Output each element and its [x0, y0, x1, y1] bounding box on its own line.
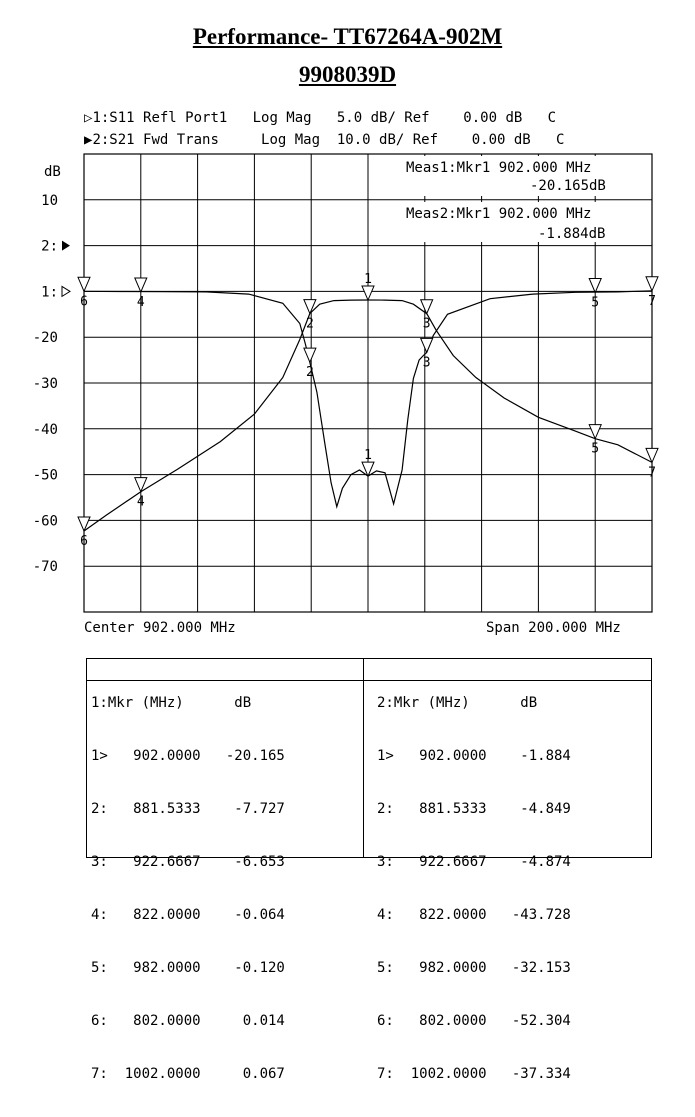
table-row: 6: 802.0000 -52.304 [377, 1013, 571, 1029]
y-tick-label: -50 [33, 468, 58, 484]
marker-1-s11-label: 1 [364, 448, 372, 463]
marker-2-s21-label: 2 [306, 317, 314, 332]
marker-7-s21-label: 7 [648, 465, 656, 480]
table-row: 6: 802.0000 0.014 [91, 1013, 285, 1029]
ref-arrow-1-icon [61, 285, 71, 298]
marker-2-s11-icon [303, 347, 317, 364]
table-row: 5: 982.0000 -0.120 [91, 960, 285, 976]
series-line-2 [83, 299, 653, 532]
marker-5-s11-label: 5 [591, 295, 599, 310]
marker-6-s21-icon [77, 516, 91, 533]
meas2-line1: Meas2:Mkr1 902.000 MHz [406, 206, 591, 222]
table-row: 3: 922.6667 -4.874 [377, 854, 571, 870]
table-header: 2:Mkr (MHz) dB [377, 695, 538, 711]
table-row: 5: 982.0000 -32.153 [377, 960, 571, 976]
marker-6-s21-label: 6 [80, 534, 88, 549]
y-tick-label: 1: [41, 284, 58, 300]
meas2-line2: -1.884dB [538, 226, 605, 242]
y-tick-label: -60 [33, 513, 58, 529]
table-header: 1:Mkr (MHz) dB [91, 695, 252, 711]
y-tick-label: -30 [33, 376, 58, 392]
marker-1-s21-label: 1 [364, 272, 372, 287]
marker-table: 1:Mkr (MHz) dB 1> 902.0000 -20.165 2: 88… [86, 658, 652, 1082]
marker-1-s21-icon [361, 285, 375, 302]
meas1-line1: Meas1:Mkr1 902.000 MHz [406, 160, 591, 176]
y-tick-labels: 10 2: 1: -20 -30 -40 -50 -60 -70 [33, 193, 71, 575]
marker-table-trace-1: 1:Mkr (MHz) dB 1> 902.0000 -20.165 2: 88… [91, 661, 285, 1117]
table-row: 4: 822.0000 -0.064 [91, 907, 285, 923]
table-row: 1> 902.0000 -20.165 [91, 748, 285, 764]
marker-6-s11-label: 6 [80, 294, 88, 309]
table-row: 7: 1002.0000 0.067 [91, 1066, 285, 1082]
marker-5-s11-icon [588, 277, 602, 294]
marker-2-s11-label: 2 [306, 365, 314, 380]
trace-1-header: ▷1:S11 Refl Port1 Log Mag 5.0 dB/ Ref 0.… [84, 110, 556, 126]
meas1-line2: -20.165dB [530, 178, 606, 194]
trace-1-marker-icon: ▷ [84, 110, 93, 126]
marker-2-s21-icon [303, 299, 317, 315]
marker-5-s21-label: 5 [591, 442, 599, 457]
table-row: 4: 822.0000 -43.728 [377, 907, 571, 923]
marker-7-s11-icon [645, 276, 659, 293]
marker-4-s11-icon [134, 277, 148, 294]
marker-3-s11-icon [419, 337, 434, 354]
page-title: Performance- TT67264A-902M [192, 24, 503, 49]
marker-6-s11-icon [77, 276, 91, 293]
marker-4-s21-label: 4 [137, 495, 145, 510]
chart-markers: 1 1 2 2 3 3 4 4 5 5 6 6 7 7 [77, 272, 659, 549]
marker-5-s21-icon [588, 424, 602, 440]
table-row: 7: 1002.0000 -37.334 [377, 1066, 571, 1082]
trace-2-label: 2:S21 Fwd Trans Log Mag 10.0 dB/ Ref 0.0… [92, 132, 565, 148]
table-row: 2: 881.5333 -4.849 [377, 801, 571, 817]
table-row: 2: 881.5333 -7.727 [91, 801, 285, 817]
marker-4-s21-icon [134, 477, 148, 493]
marker-7-s11-label: 7 [648, 294, 656, 309]
marker-table-trace-2: 2:Mkr (MHz) dB 1> 902.0000 -1.884 2: 881… [377, 661, 571, 1117]
y-tick-label: -20 [33, 330, 58, 346]
center-frequency-label: Center 902.000 MHz [84, 620, 236, 636]
y-tick-label: -40 [33, 422, 58, 438]
y-tick-label: 10 [41, 193, 58, 209]
ref-arrow-2-icon [62, 240, 70, 251]
y-tick-label: -70 [33, 559, 58, 575]
table-row: 3: 922.6667 -6.653 [91, 854, 285, 870]
y-tick-label: 2: [41, 239, 58, 255]
trace-2-marker-icon: ▶ [84, 132, 93, 148]
trace-1-label: 1:S11 Refl Port1 Log Mag 5.0 dB/ Ref 0.0… [92, 110, 557, 126]
y-unit-label: dB [44, 164, 61, 180]
table-row: 1> 902.0000 -1.884 [377, 748, 571, 764]
marker-7-s21-icon [645, 447, 659, 464]
marker-1-s11-icon [361, 461, 375, 478]
marker-3-s21-label: 3 [423, 317, 431, 332]
trace-2-header: ▶2:S21 Fwd Trans Log Mag 10.0 dB/ Ref 0.… [84, 132, 564, 148]
span-label: Span 200.000 MHz [486, 620, 621, 636]
marker-3-s21-icon [419, 299, 434, 315]
page-subtitle: 9908039D [298, 62, 397, 87]
marker-3-s11-label: 3 [423, 355, 431, 370]
marker-4-s11-label: 4 [137, 295, 145, 310]
